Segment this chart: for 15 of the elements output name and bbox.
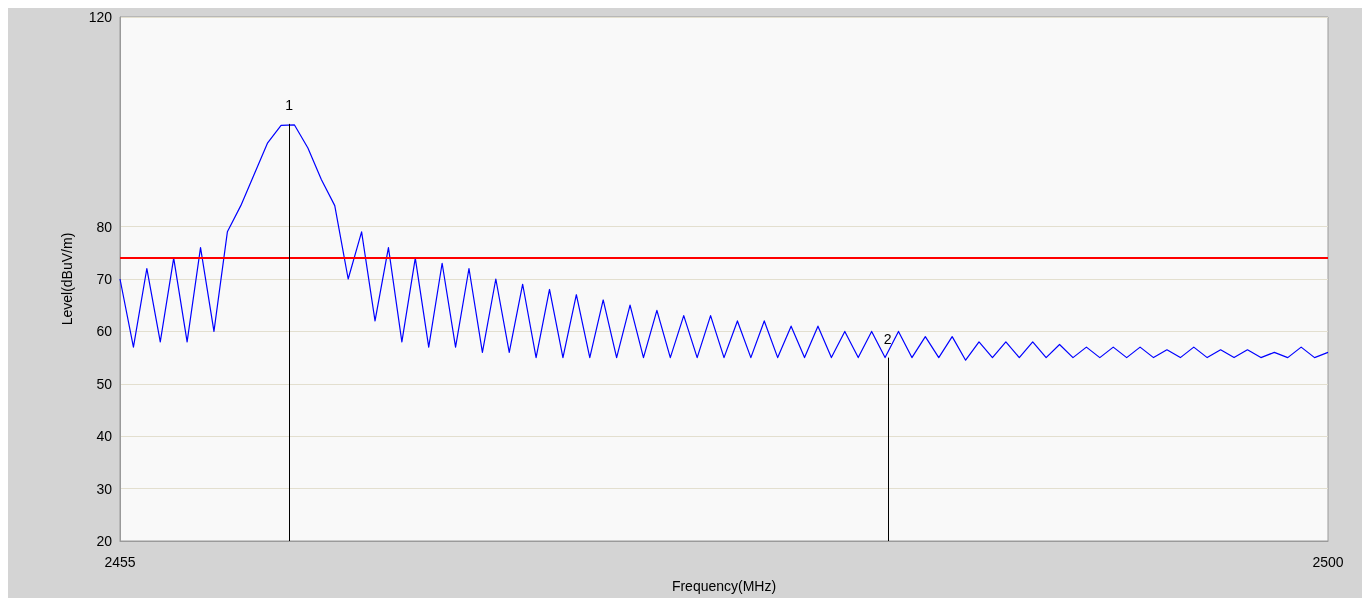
- y-tick-label: 20: [96, 533, 113, 549]
- line-series: [119, 124, 1329, 361]
- y-tick-label: 60: [96, 323, 113, 340]
- annotation: 2: [883, 330, 892, 347]
- y-tick-label: 30: [96, 480, 113, 497]
- x-tick-label: 2500: [1312, 554, 1344, 570]
- x-tick-label: 2455: [104, 554, 136, 570]
- y-tick-label: 120: [88, 9, 113, 25]
- y-tick-label: 70: [96, 271, 113, 287]
- x-axis-title: Frequency(MHz): [671, 578, 777, 594]
- y-tick-label: 80: [96, 218, 113, 235]
- y-tick-label: 50: [96, 375, 113, 392]
- y-tick-label: 40: [96, 428, 113, 445]
- y-axis-title: Level(dBuV/m): [59, 232, 75, 326]
- annotation: 1: [285, 96, 294, 113]
